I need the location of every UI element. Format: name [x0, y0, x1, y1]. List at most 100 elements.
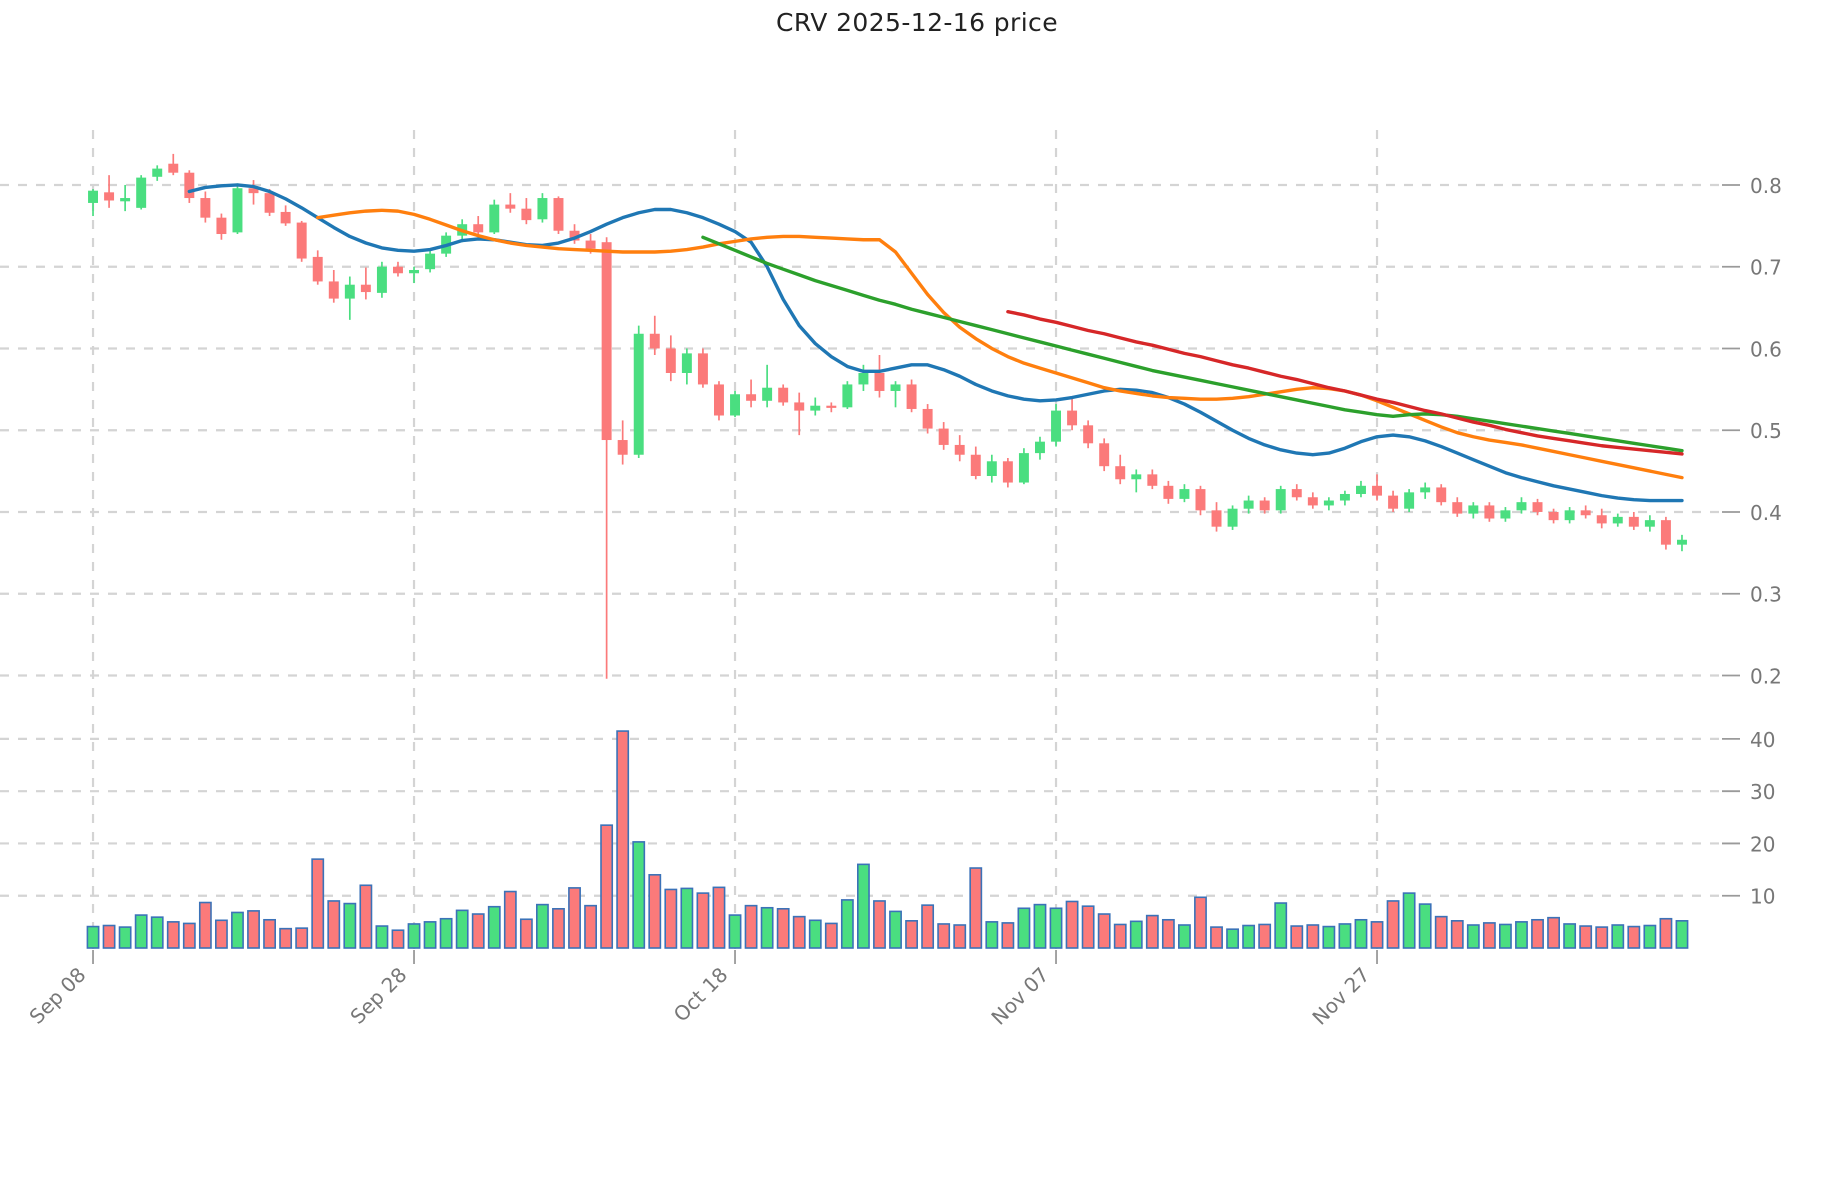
candle-body: [1500, 510, 1511, 519]
candlestick: [1259, 497, 1270, 514]
volume-bar: [1643, 924, 1657, 949]
candle-body: [585, 240, 596, 249]
volume-bar: [1306, 924, 1320, 949]
candlestick: [730, 390, 741, 418]
candlestick: [665, 335, 676, 382]
candle-body: [489, 204, 500, 233]
candlestick: [537, 193, 548, 223]
candlestick: [473, 216, 484, 238]
candlestick: [858, 364, 869, 391]
candle-body: [1179, 489, 1190, 499]
candle-body: [1644, 520, 1655, 527]
candle-body: [922, 408, 933, 429]
candle-body: [88, 190, 99, 203]
date-tick-label: Sep 08: [24, 963, 90, 1029]
candle-body: [1323, 500, 1334, 506]
volume-bar: [1226, 928, 1239, 949]
candlestick: [1372, 474, 1383, 501]
candle-body: [1468, 505, 1479, 514]
candlestick: [1034, 436, 1045, 460]
volume-bar: [1675, 920, 1689, 949]
volume-bar: [648, 874, 662, 949]
volume-bar: [824, 922, 838, 949]
candle-body: [1307, 497, 1318, 506]
candlestick: [1420, 482, 1431, 499]
candle-body: [1067, 410, 1078, 426]
volume-bar: [503, 890, 517, 949]
candle-body: [1051, 410, 1062, 442]
candlestick: [1291, 484, 1302, 501]
price-tick-label: 0.3: [1750, 583, 1782, 607]
volume-bar: [1627, 925, 1641, 949]
candlestick: [1307, 492, 1318, 509]
ma-line-ma-xlong: [1006, 309, 1684, 456]
candlestick: [778, 384, 789, 406]
volume-bar: [487, 905, 501, 949]
candle-body: [248, 188, 259, 194]
volume-bar: [1242, 924, 1256, 949]
candlestick: [200, 191, 211, 223]
candlestick: [1436, 484, 1447, 506]
candle-body: [649, 333, 660, 349]
volume-bar: [1290, 925, 1304, 949]
candle-body: [553, 198, 564, 231]
candlestick: [649, 315, 660, 356]
candlestick: [1131, 469, 1142, 493]
candle-body: [1404, 492, 1415, 509]
candlestick: [986, 454, 997, 483]
date-tick-label: Sep 28: [345, 963, 411, 1029]
volume-bar: [359, 884, 373, 949]
candlestick: [1548, 508, 1559, 524]
candlestick: [681, 348, 692, 385]
date-tick-label: Oct 18: [669, 963, 733, 1027]
candle-body: [906, 384, 917, 409]
date-tick-label: Nov 07: [986, 963, 1053, 1030]
candle-body: [1388, 495, 1399, 509]
volume-bar: [86, 925, 100, 949]
volume-bar: [1370, 921, 1384, 949]
candle-body: [1034, 441, 1045, 454]
candle-body: [1516, 502, 1527, 511]
volume-bar: [792, 915, 806, 949]
volume-bar: [1386, 900, 1400, 949]
candlestick: [794, 392, 805, 436]
candlestick: [1115, 454, 1126, 485]
volume-tick-label: 10: [1750, 885, 1775, 909]
volume-bar: [1113, 923, 1127, 949]
candle-body: [842, 384, 853, 408]
volume-bar: [519, 918, 533, 949]
candle-body: [890, 384, 901, 391]
volume-tick-label: 40: [1750, 728, 1775, 752]
candlestick: [1532, 498, 1543, 516]
candle-body: [280, 211, 291, 224]
volume-bar: [1322, 925, 1336, 949]
candle-body: [874, 372, 885, 391]
candle-body: [152, 168, 163, 177]
candlestick: [1243, 495, 1254, 514]
candle-body: [1131, 474, 1142, 480]
candlestick: [312, 250, 323, 285]
candle-body: [794, 402, 805, 411]
candle-body: [1002, 461, 1013, 483]
candlestick: [1339, 490, 1350, 506]
candle-body: [537, 198, 548, 220]
volume-bar: [664, 888, 678, 949]
candlestick: [1580, 505, 1591, 519]
volume-bar: [568, 887, 581, 949]
volume-bar: [840, 899, 854, 949]
candle-body: [473, 224, 484, 233]
volume-bar: [215, 919, 228, 949]
candlestick: [938, 422, 949, 450]
candlestick: [1018, 448, 1029, 485]
volume-bar: [1482, 922, 1496, 949]
volume-bar: [198, 901, 212, 949]
volume-bar: [1659, 917, 1673, 949]
volume-bar: [1579, 925, 1593, 949]
candlestick: [746, 379, 757, 408]
candle-body: [970, 454, 981, 476]
volume-bar: [1450, 920, 1464, 949]
candle-body: [1291, 489, 1302, 498]
volume-bar: [471, 913, 485, 949]
date-tick-label: Nov 27: [1307, 963, 1374, 1030]
price-tick-label: 0.4: [1750, 501, 1782, 525]
